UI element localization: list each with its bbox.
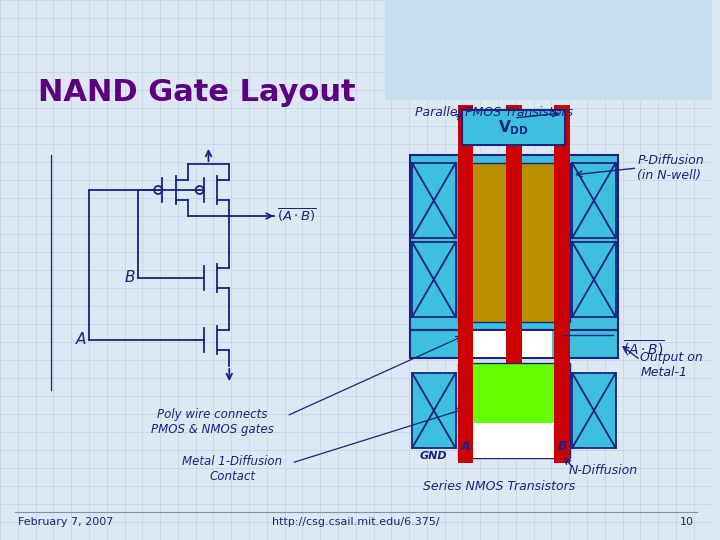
Text: Metal 1-Diffusion
Contact: Metal 1-Diffusion Contact	[182, 455, 282, 483]
Bar	[554, 358, 570, 463]
Text: $\overline{(A \cdot B)}$: $\overline{(A \cdot B)}$	[623, 339, 665, 359]
Bar	[385, 0, 711, 100]
Bar	[506, 105, 522, 330]
Bar	[457, 363, 570, 458]
Text: 10: 10	[680, 517, 693, 527]
Bar	[506, 330, 522, 363]
Text: B: B	[557, 440, 567, 453]
Bar	[473, 423, 554, 458]
Text: GND: GND	[420, 451, 448, 461]
Bar	[457, 358, 473, 463]
Text: Output on
Metal-1: Output on Metal-1	[640, 351, 703, 379]
Bar	[473, 331, 552, 357]
Text: February 7, 2007: February 7, 2007	[18, 517, 113, 527]
Text: V$_{\mathregular{DD}}$: V$_{\mathregular{DD}}$	[498, 118, 529, 137]
Bar	[412, 373, 456, 448]
Bar	[410, 330, 618, 358]
Bar	[457, 105, 473, 330]
Bar	[554, 105, 570, 330]
Bar	[462, 110, 565, 145]
Text: Parallel PMOS Transistors: Parallel PMOS Transistors	[415, 106, 573, 119]
Text: A: A	[76, 333, 86, 348]
Bar	[412, 163, 456, 238]
Text: A: A	[461, 440, 470, 453]
Text: http://csg.csail.mit.edu/6.375/: http://csg.csail.mit.edu/6.375/	[272, 517, 440, 527]
Bar	[572, 242, 616, 317]
Bar	[410, 155, 618, 330]
Text: Poly wire connects
PMOS & NMOS gates: Poly wire connects PMOS & NMOS gates	[151, 408, 274, 436]
Bar	[572, 373, 616, 448]
Text: P-Diffusion
(in N-well): P-Diffusion (in N-well)	[637, 154, 704, 182]
Text: $\overline{(A \cdot B)}$: $\overline{(A \cdot B)}$	[276, 207, 317, 225]
Bar	[457, 330, 473, 363]
Text: Series NMOS Transistors: Series NMOS Transistors	[423, 480, 575, 492]
Bar	[554, 330, 570, 363]
Bar	[457, 163, 570, 322]
Text: B: B	[125, 271, 135, 286]
Text: N-Diffusion: N-Diffusion	[568, 463, 637, 476]
Text: NAND Gate Layout: NAND Gate Layout	[37, 78, 355, 107]
Bar	[412, 242, 456, 317]
Bar	[572, 163, 616, 238]
